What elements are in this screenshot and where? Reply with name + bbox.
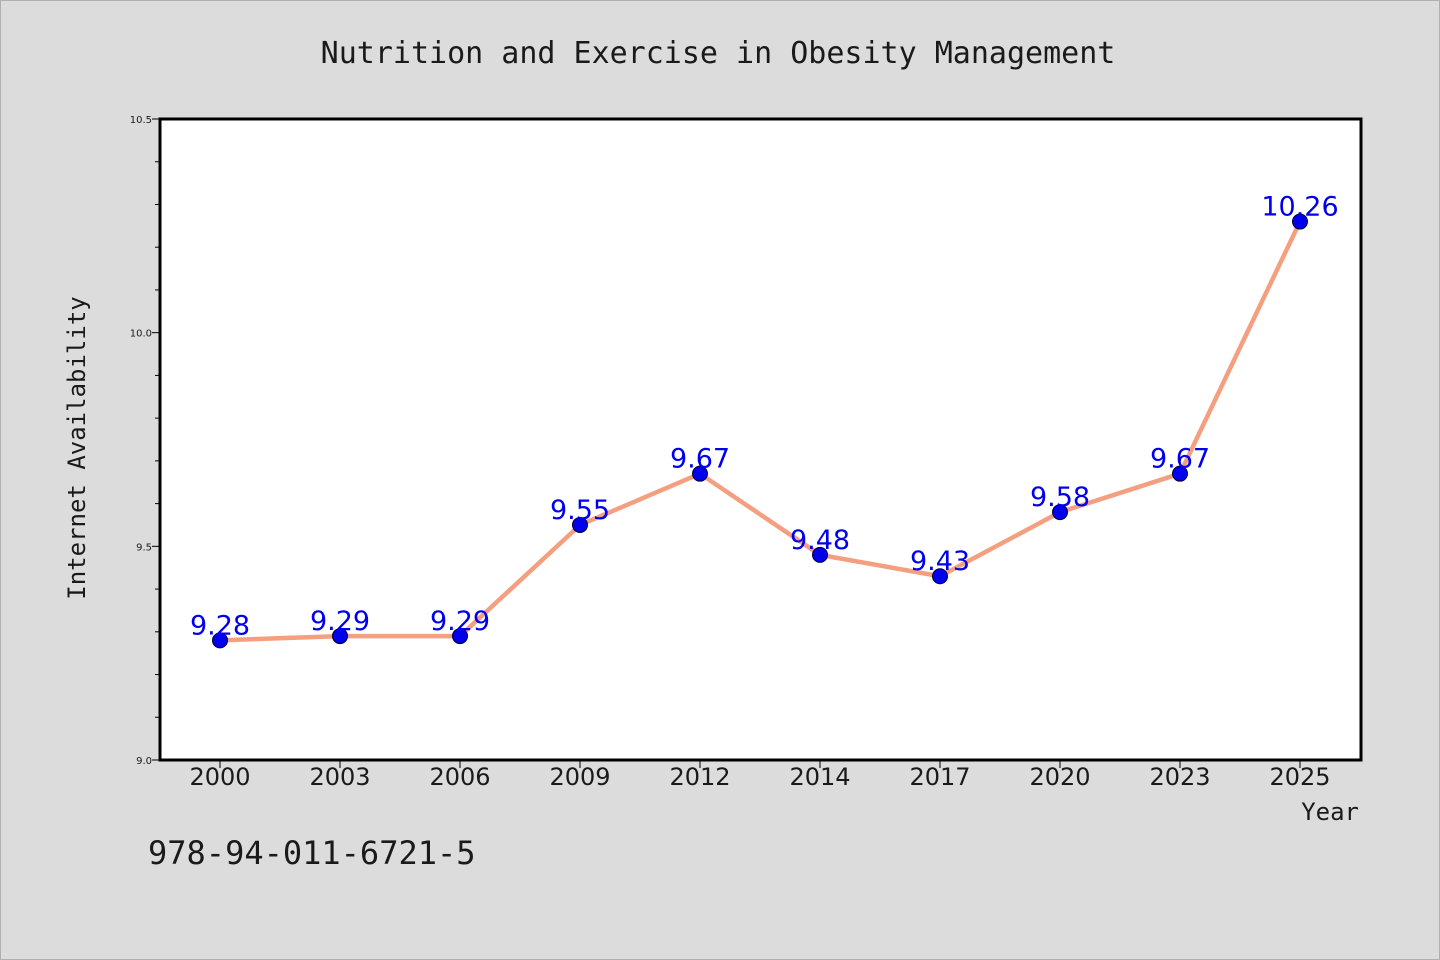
- x-tick-label: 2014: [789, 763, 850, 791]
- data-point: [1052, 504, 1068, 521]
- x-axis-label: Year: [1301, 798, 1359, 826]
- data-point: [452, 628, 468, 645]
- data-label: 9.29: [430, 606, 490, 637]
- x-tick-label: 2023: [1149, 763, 1210, 791]
- y-axis-label: Internet Availability: [63, 296, 91, 599]
- chart-title: Nutrition and Exercise in Obesity Manage…: [321, 36, 1116, 71]
- y-tick-label: 9.5: [136, 542, 152, 553]
- series-line: [217, 219, 1303, 643]
- x-tick-label: 2006: [429, 763, 490, 791]
- x-tick-label: 2003: [309, 763, 370, 791]
- data-label: 9.28: [190, 610, 250, 641]
- data-label: 9.67: [1150, 444, 1210, 475]
- data-labels: 9.28 9.29 9.29 9.55 9.67 9.48 9.43 9.58 9.67 10.2…: [190, 192, 1339, 642]
- x-tick-label: 2000: [189, 763, 250, 791]
- data-point: [572, 516, 588, 533]
- x-tick-label: 2020: [1029, 763, 1090, 791]
- y-tick-label: 10.0: [130, 329, 152, 340]
- data-point: [1292, 213, 1308, 230]
- x-tick-label: 2012: [669, 763, 730, 791]
- data-point: [812, 546, 828, 563]
- data-label: 9.55: [550, 495, 610, 526]
- data-label: 9.58: [1030, 482, 1090, 513]
- data-label: 9.29: [310, 606, 370, 637]
- data-point: [332, 628, 348, 645]
- data-point: [932, 568, 948, 585]
- y-tick-label: 10.5: [130, 115, 152, 126]
- data-point: [212, 632, 228, 649]
- data-point: [692, 465, 708, 482]
- data-label: 9.48: [790, 525, 850, 556]
- series-markers: [212, 213, 1308, 649]
- data-point: [1172, 465, 1188, 482]
- data-label: 10.26: [1261, 192, 1338, 223]
- x-tick-label: 2025: [1269, 763, 1330, 791]
- isbn-footer: 978-94-011-6721-5: [148, 834, 476, 872]
- x-axis: 2000 2003 2006 2009 2012 2014 2017 2020 2023 2025: [189, 760, 1331, 791]
- data-label: 9.43: [910, 546, 970, 577]
- x-tick-label: 2009: [549, 763, 610, 791]
- data-label: 9.67: [670, 444, 730, 475]
- y-tick-label: 9.0: [136, 756, 152, 767]
- plot-area: [158, 117, 1363, 762]
- x-tick-label: 2017: [909, 763, 970, 791]
- y-axis: 9.0 9.5 10.0 10.5: [130, 115, 160, 767]
